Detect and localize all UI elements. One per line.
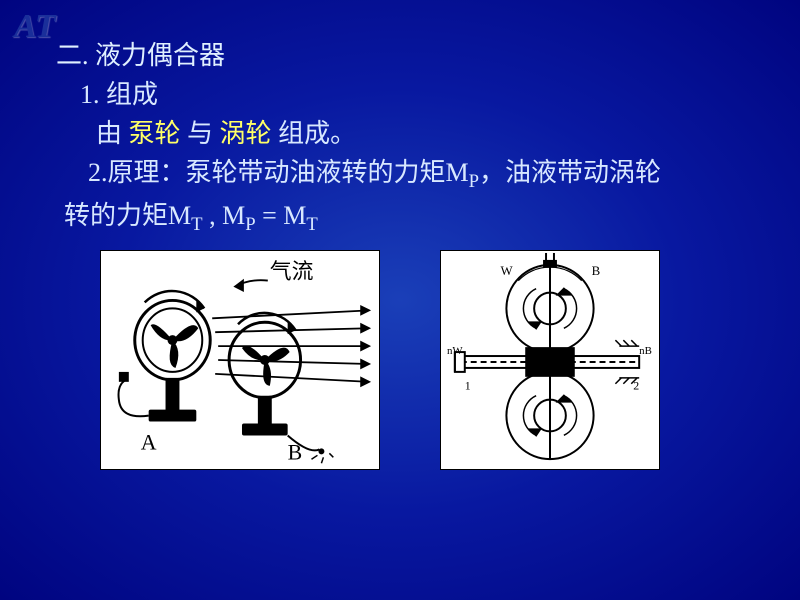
fan-a-icon	[119, 291, 211, 422]
fig1-airflow-label: 气流	[270, 260, 314, 284]
text: 转的力矩M	[64, 201, 191, 230]
text: ，油液带动涡轮	[479, 158, 661, 187]
text: 组成。	[278, 119, 356, 148]
text: 与	[187, 119, 220, 148]
figure-2-coupling-section: W B nW nB 1 2	[440, 250, 660, 470]
fig2-label-nw: nW	[447, 345, 463, 357]
text: 2.原理：泵轮带动油液转的力矩M	[88, 158, 469, 187]
fig2-label-b: B	[592, 264, 601, 278]
fig2-label-1: 1	[465, 379, 471, 393]
subscript-t: T	[191, 214, 202, 235]
subscript-t2: T	[306, 214, 317, 235]
item-1-label: 1. 组成	[80, 75, 760, 114]
fig2-label-2: 2	[633, 379, 639, 393]
item-2-line1: 2.原理：泵轮带动油液转的力矩MP，油液带动涡轮	[88, 153, 760, 196]
item-1-body: 由 泵轮 与 涡轮 组成。	[96, 114, 760, 153]
keyword-pump: 泵轮	[129, 119, 181, 148]
heading: 二. 液力偶合器	[56, 36, 760, 75]
figure-1-fan-analogy: 气流	[100, 250, 380, 470]
text: 由	[96, 119, 129, 148]
fan-b-icon	[229, 313, 333, 463]
item-2-line2: 转的力矩MT , MP = MT	[64, 196, 760, 239]
subscript-p: P	[469, 171, 479, 192]
figures-row: 气流	[100, 250, 660, 470]
text: = M	[256, 201, 307, 230]
keyword-turbine: 涡轮	[220, 119, 272, 148]
fig1-label-b: B	[288, 440, 303, 464]
text: , M	[203, 201, 246, 230]
subscript-p2: P	[245, 214, 255, 235]
fig2-label-w: W	[500, 264, 513, 278]
fig1-label-a: A	[141, 430, 157, 454]
slide-content: 二. 液力偶合器 1. 组成 由 泵轮 与 涡轮 组成。 2.原理：泵轮带动油液…	[40, 36, 760, 240]
fig2-label-nb: nB	[639, 345, 652, 357]
coupling-schematic-icon	[455, 253, 639, 459]
